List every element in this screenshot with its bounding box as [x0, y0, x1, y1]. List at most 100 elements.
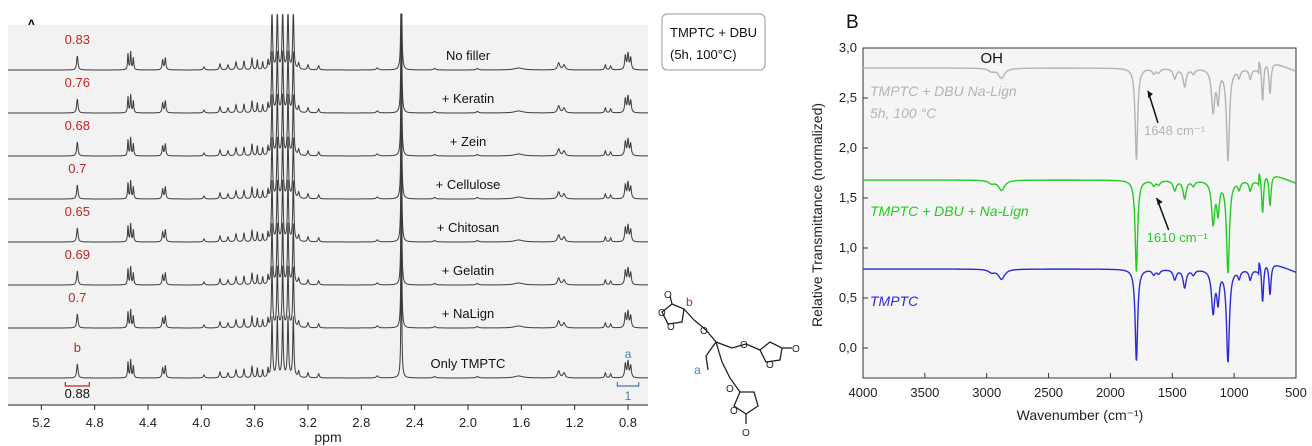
atom-o: O — [742, 428, 750, 439]
series-label: TMPTC + DBU + Na-Lign — [870, 203, 1029, 219]
integral-bracket-a — [616, 382, 640, 387]
x-tick-label: 2000 — [1096, 385, 1125, 400]
y-tick-label: 0,0 — [839, 340, 857, 355]
panel-b-plot-area — [862, 47, 1297, 379]
nmr-sample-label: + Zein — [450, 134, 487, 149]
panel-a-condition-line2: (5h, 100°C) — [670, 47, 737, 62]
integral-bracket-b — [64, 382, 90, 387]
nmr-spectrum-line — [8, 13, 648, 114]
structure-label-b: b — [686, 295, 693, 309]
panel-a-ticks: 5.2 4.8 4.4 4.0 3.6 3.2 2.8 2.4 2.0 1.6 1.2 0.8 — [32, 405, 637, 430]
atom-o: O — [726, 384, 734, 395]
bond — [705, 329, 717, 343]
nmr-sample-label: + NaLign — [442, 306, 494, 321]
carbonate-ring-3 — [733, 391, 759, 415]
bond — [715, 341, 723, 363]
x-tick-label: 1500 — [1158, 385, 1187, 400]
integral-value-a: 1 — [625, 389, 632, 403]
nmr-spectrum-line — [8, 78, 648, 200]
panel-b-x-label: Wavenumber (cm⁻¹) — [1017, 407, 1144, 423]
integral-value-b: 0.88 — [65, 386, 90, 401]
x-tick-label: 4.8 — [86, 415, 104, 430]
bond — [693, 319, 707, 331]
nmr-integral-label: 0.68 — [65, 118, 90, 133]
atom-o: O — [664, 290, 672, 301]
bond — [731, 343, 747, 349]
nmr-sample-label: + Keratin — [442, 91, 494, 106]
x-tick-label: 5.2 — [32, 415, 50, 430]
series-label: TMPTC + DBU Na-Lign — [870, 83, 1017, 99]
bond — [705, 341, 717, 357]
x-tick-label: 3.2 — [299, 415, 317, 430]
panel-a-condition-line1: TMPTC + DBU — [670, 25, 757, 40]
structure-atom-labels: O O O O O O O O O O — [658, 290, 800, 439]
panel-b-labels: TMPTC + DBU Na-Lign 5h, 100 °C TMPTC + DBU… — [870, 50, 1208, 309]
atom-o: O — [740, 340, 748, 351]
atom-o: O — [792, 344, 800, 355]
annotation-1610: 1610 cm⁻¹ — [1147, 230, 1209, 245]
carbonyl-bond-1 — [669, 295, 673, 305]
bond — [683, 308, 695, 321]
carbonate-ring-1 — [661, 303, 685, 325]
bond — [715, 341, 733, 349]
panel-a-plot-area — [8, 25, 648, 405]
atom-o: O — [667, 322, 675, 333]
atom-o: O — [700, 326, 708, 337]
x-tick-label: 4000 — [849, 385, 878, 400]
y-tick-label: 2,5 — [839, 90, 857, 105]
ir-spectrum-line — [863, 262, 1296, 363]
nmr-spectrum-line — [8, 121, 648, 243]
bond — [729, 377, 741, 393]
bond — [721, 361, 731, 379]
carbonate-ring-2 — [759, 341, 783, 363]
bond — [705, 355, 709, 371]
panel-b-label: B — [846, 12, 859, 33]
panel-a-x-label: ppm — [314, 429, 341, 445]
arrow-head — [1147, 91, 1153, 98]
nmr-spectrum-line — [8, 35, 648, 157]
nmr-spectrum-line — [8, 13, 648, 71]
nmr-sample-label: + Cellulose — [436, 177, 501, 192]
bond — [745, 343, 761, 351]
nmr-integral-label: 0.83 — [65, 32, 90, 47]
annotation-1648: 1648 cm⁻¹ — [1144, 123, 1206, 138]
series-label: TMPTC — [870, 293, 919, 309]
structure-label-a: a — [694, 363, 701, 377]
y-tick-label: 1,5 — [839, 190, 857, 205]
oh-annotation: OH — [981, 50, 1004, 67]
x-tick-label: 4.0 — [192, 415, 210, 430]
nmr-integral-label: 0.76 — [65, 75, 90, 90]
nmr-spectrum-line — [8, 164, 648, 286]
nmr-integral-label: b — [74, 340, 81, 355]
panel-a-spectra: No filler 0.83 + Keratin 0.76 + Zein 0.68 + Ce… — [8, 13, 648, 403]
x-tick-label: 3.6 — [246, 415, 264, 430]
atom-o: O — [730, 406, 738, 417]
ir-spectrum-line — [863, 173, 1296, 274]
x-tick-label: 2.8 — [352, 415, 370, 430]
x-tick-label: 1.6 — [512, 415, 530, 430]
x-tick-label: 3500 — [910, 385, 939, 400]
nmr-spectrum-line — [8, 207, 648, 329]
x-tick-label: 3000 — [972, 385, 1001, 400]
x-tick-label: 2500 — [1034, 385, 1063, 400]
peak-label-a: a — [625, 347, 632, 361]
panel-b-ticks: 4000 3500 3000 2500 2000 1500 1000 500 3,0 2,5 2,0… — [839, 40, 1307, 400]
x-tick-label: 2.0 — [459, 415, 477, 430]
ir-spectrum-line — [863, 61, 1296, 162]
nmr-integral-label: 0.69 — [65, 247, 90, 262]
nmr-sample-label: + Gelatin — [442, 263, 494, 278]
nmr-integral-label: 0.65 — [65, 204, 90, 219]
nmr-integral-label: 0.7 — [68, 290, 86, 305]
panel-a-condition-box — [661, 13, 766, 71]
nmr-sample-label: Only TMPTC — [431, 356, 506, 371]
panel-b-spectra — [863, 61, 1296, 363]
atom-o: O — [766, 360, 774, 371]
x-tick-label: 1000 — [1220, 385, 1249, 400]
series-sublabel: 5h, 100 °C — [870, 105, 937, 121]
x-tick-label: 1.2 — [566, 415, 584, 430]
y-tick-label: 2,0 — [839, 140, 857, 155]
nmr-sample-label: No filler — [446, 48, 491, 63]
nmr-integral-label: 0.7 — [68, 161, 86, 176]
x-tick-label: 2.4 — [406, 415, 424, 430]
